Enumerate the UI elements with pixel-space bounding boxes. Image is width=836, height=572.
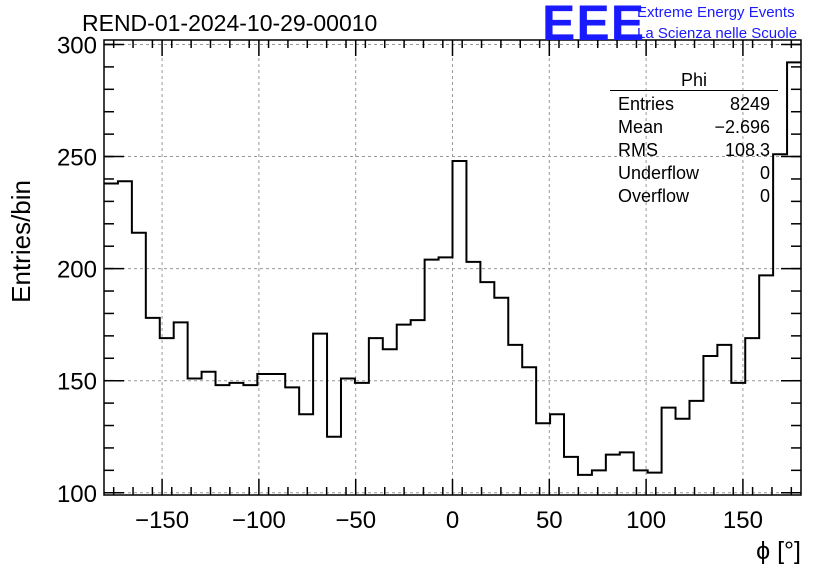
stats-label: Mean [618,117,664,137]
x-tick-label: −50 [335,507,376,534]
stats-row-mean: Mean −2.696 [610,116,778,139]
histogram-bin [494,298,508,495]
x-tick-label: 50 [536,507,563,534]
histogram-bin [216,385,230,495]
y-tick-label: 250 [57,145,97,172]
histogram-bin [397,325,411,495]
y-tick-label: 150 [57,369,97,396]
stats-box: Phi Entries 8249 Mean −2.696 RMS 108.3 U… [610,70,778,208]
histogram-bin [313,334,327,495]
stats-value: 0 [759,163,770,183]
histogram-bin [745,338,759,495]
histogram-bin [299,414,313,495]
x-tick-label: 150 [723,507,763,534]
stats-row-entries: Entries 8249 [610,93,778,116]
histogram-bin [285,387,299,495]
logo-tagline-2: La Scienza nelle Scuole [637,25,798,42]
stats-label: Overflow [618,186,690,206]
stats-value: 0 [759,186,770,206]
histogram-bin [243,385,257,495]
x-tick-label: −100 [232,507,286,534]
histogram-bin [453,161,467,495]
histogram-bin [787,62,801,495]
stats-value: 8249 [729,94,770,114]
y-tick-labels: 100 150 200 250 300 [57,32,97,507]
histogram-bin [229,383,243,495]
y-tick-label: 300 [57,32,97,59]
histogram-bin [689,401,703,495]
y-tick-label: 100 [57,481,97,508]
histogram-bin [425,260,439,495]
histogram-bin [550,414,564,495]
histogram-bin [620,452,634,495]
histogram-bin [257,374,271,495]
histogram-bin [578,475,592,495]
histogram-bin [592,470,606,495]
histogram-bin [411,320,425,495]
histogram-bin [202,372,216,495]
histogram-bin [466,262,480,495]
eee-logo: EEE [542,0,646,51]
histogram-bin [676,419,690,495]
histogram-bin [536,423,550,495]
histogram-bin [327,437,341,495]
histogram-bin [564,457,578,495]
stats-label: Entries [618,94,675,114]
histogram-bin [174,322,188,495]
run-title: REND-01-2024-10-29-00010 [82,10,378,36]
x-tick-label: 100 [626,507,666,534]
stats-divider [610,90,778,91]
histogram-bin [355,383,369,495]
stats-label: Underflow [618,163,700,183]
histogram-bin [383,349,397,495]
histogram-bin [160,338,174,495]
histogram-bin [439,257,453,495]
x-axis-label: ϕ [°] [756,537,801,565]
histogram-bin [118,181,132,495]
histogram-bin [146,318,160,495]
histogram-bin [759,275,773,495]
stats-row-overflow: Overflow 0 [610,185,778,208]
x-tick-label: −150 [135,507,189,534]
axis-ticks [104,40,801,495]
logo-tagline-1: Extreme Energy Events [637,4,795,21]
histogram-bin [271,374,285,495]
histogram-outline [104,61,801,476]
histogram-bin [717,345,731,495]
histogram-bin [508,345,522,495]
histogram-bin [480,282,494,495]
histogram-bin [341,378,355,495]
histogram-bin [662,408,676,495]
histogram-bin [703,356,717,495]
stats-label: RMS [618,140,658,160]
stats-row-underflow: Underflow 0 [610,162,778,185]
stats-value: 108.3 [724,140,770,160]
histogram-bin [188,378,202,495]
x-tick-label: 0 [446,507,459,534]
histogram-bin [132,233,146,495]
x-tick-labels: −150 −100 −50 0 50 100 150 [135,507,763,534]
histogram-bin [648,473,662,495]
y-tick-label: 200 [57,257,97,284]
stats-row-rms: RMS 108.3 [610,139,778,162]
y-axis-label: Entries/bin [6,180,36,303]
histogram-bin [522,367,536,495]
histogram-bin [369,338,383,495]
stats-histogram-name: Phi [680,70,707,90]
stats-value: −2.696 [714,117,770,137]
